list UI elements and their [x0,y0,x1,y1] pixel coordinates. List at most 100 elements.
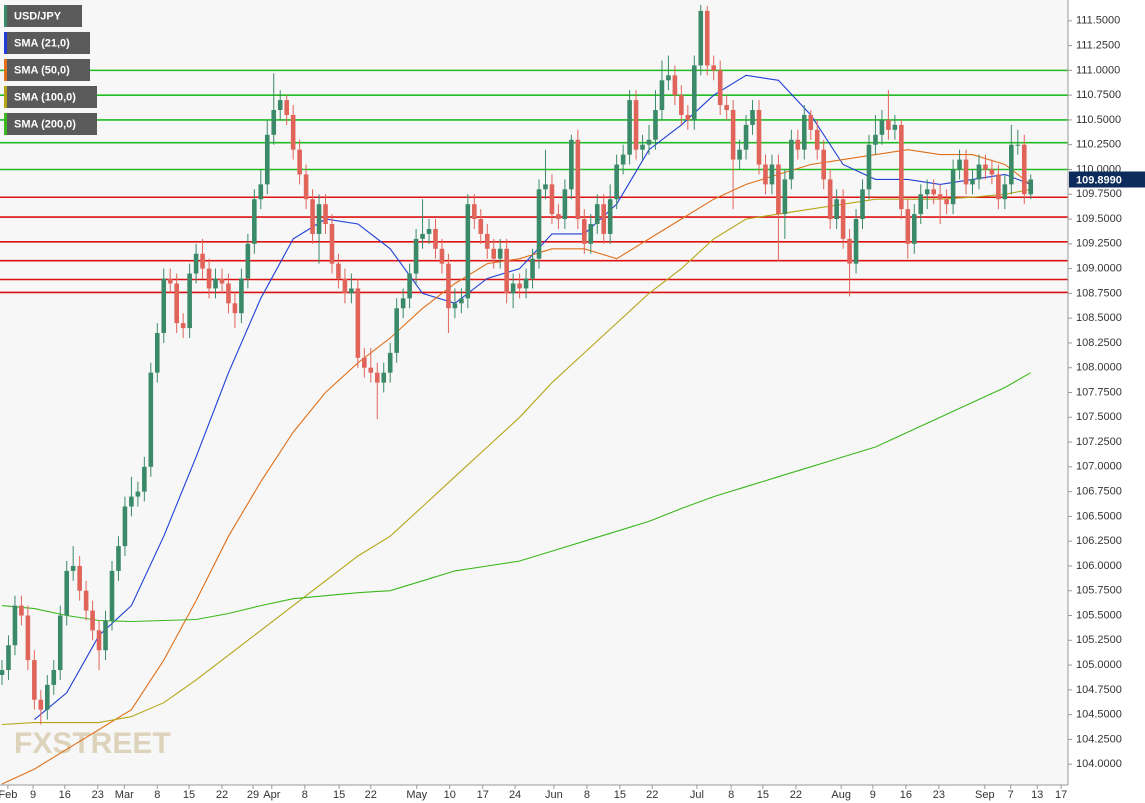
axis-background [1069,0,1145,803]
y-tick-label: 106.5000 [1076,510,1122,522]
candle-body [530,258,535,279]
x-tick-label: 7 [1008,789,1014,801]
candle-body [743,124,749,150]
candle-body [472,204,477,220]
candle-body [879,119,885,135]
y-tick-label: 111.0000 [1076,64,1120,76]
legend-label: SMA (100,0) [14,91,76,103]
x-tick-label: 9 [870,789,876,801]
x-tick-label: 16 [900,789,912,801]
candle-body [200,253,205,269]
candle-body [944,199,949,205]
y-tick-label: 107.7500 [1076,386,1122,398]
y-tick-label: 107.5000 [1076,411,1122,423]
x-tick-label: Jul [690,789,704,801]
x-tick-label: 23 [933,789,945,801]
candle-body [549,184,555,215]
candle-body [90,610,95,631]
candle-body [627,100,632,155]
y-tick-label: 105.5000 [1076,609,1122,621]
sma-line [1,149,1032,785]
legend-swatch [4,59,7,81]
legend-swatch [4,32,7,54]
candle-body [594,204,600,225]
candle-body [717,70,723,106]
x-tick-label: 22 [216,789,228,801]
x-tick-label: 15 [333,789,345,801]
x-tick-label: Mar [115,789,134,801]
candle-body [310,199,315,234]
y-tick-label: 109.0000 [1076,263,1122,275]
y-tick-label: 108.5000 [1076,312,1122,324]
legend-box [4,32,90,54]
candle-body [413,238,419,274]
candle-body [569,139,574,190]
candle-body [543,184,548,190]
candle-body [226,283,231,304]
candle-body [70,565,76,571]
x-tick-label: May [406,789,427,801]
candle-body [847,238,852,264]
candle-body [685,114,691,120]
candle-body [918,194,924,215]
candle-body [653,110,658,140]
candle-body [931,189,936,195]
candle-body [381,372,387,383]
candle-body [342,278,348,294]
candle-body [860,189,865,220]
watermark: FXSTREET [14,727,171,760]
candle-body [840,199,846,239]
candle-body [821,149,826,180]
candle-body [769,164,775,185]
candle-body [167,278,173,284]
candle-body [452,303,458,309]
candle-body [297,149,302,175]
y-tick-label: 105.7500 [1076,585,1122,597]
candle-body [25,615,31,661]
last-price-tag [1069,171,1145,188]
y-tick-label: 106.7500 [1076,486,1122,498]
plot-area [0,0,1068,785]
y-tick-label: 111.2500 [1076,39,1120,51]
candle-body [853,219,859,264]
candle-body [620,154,626,165]
candle-body [575,139,581,220]
x-tick-label: 15 [757,789,769,801]
candle-body [239,278,244,314]
candle-body [976,164,982,180]
x-tick-label: 10 [444,789,456,801]
candle-body [698,10,704,66]
candle-body [407,273,412,299]
y-tick-label: 108.2500 [1076,337,1122,349]
x-tick-label: 8 [302,789,308,801]
y-tick-label: 105.0000 [1076,659,1122,671]
x-tick-label: 8 [584,789,590,801]
candle-body [996,174,1001,200]
candle-body [582,219,587,244]
x-tick-label: Apr [263,789,280,801]
legend-box [4,59,90,81]
candle-body [439,248,445,264]
y-tick-label: 108.0000 [1076,362,1122,374]
candle-body [691,65,697,120]
candle-body [672,75,678,96]
candle-body [924,189,930,195]
x-tick-label: 8 [728,789,734,801]
candle-body [12,605,18,646]
candle-body [834,199,839,220]
y-tick-label: 104.0000 [1076,758,1122,770]
legend-label: SMA (200,0) [14,118,76,130]
candle-body [129,496,134,507]
candle-body [284,100,289,115]
y-tick-label: 105.2500 [1076,634,1122,646]
y-tick-label: 109.2500 [1076,238,1122,250]
legend-box [4,5,82,27]
candle-body [588,224,594,244]
x-tick-label: 17 [477,789,489,801]
candle-body [6,645,11,671]
x-tick-label: 15 [183,789,195,801]
y-tick-label: 108.7500 [1076,287,1122,299]
x-tick-label: 22 [646,789,658,801]
candle-body [937,194,943,200]
